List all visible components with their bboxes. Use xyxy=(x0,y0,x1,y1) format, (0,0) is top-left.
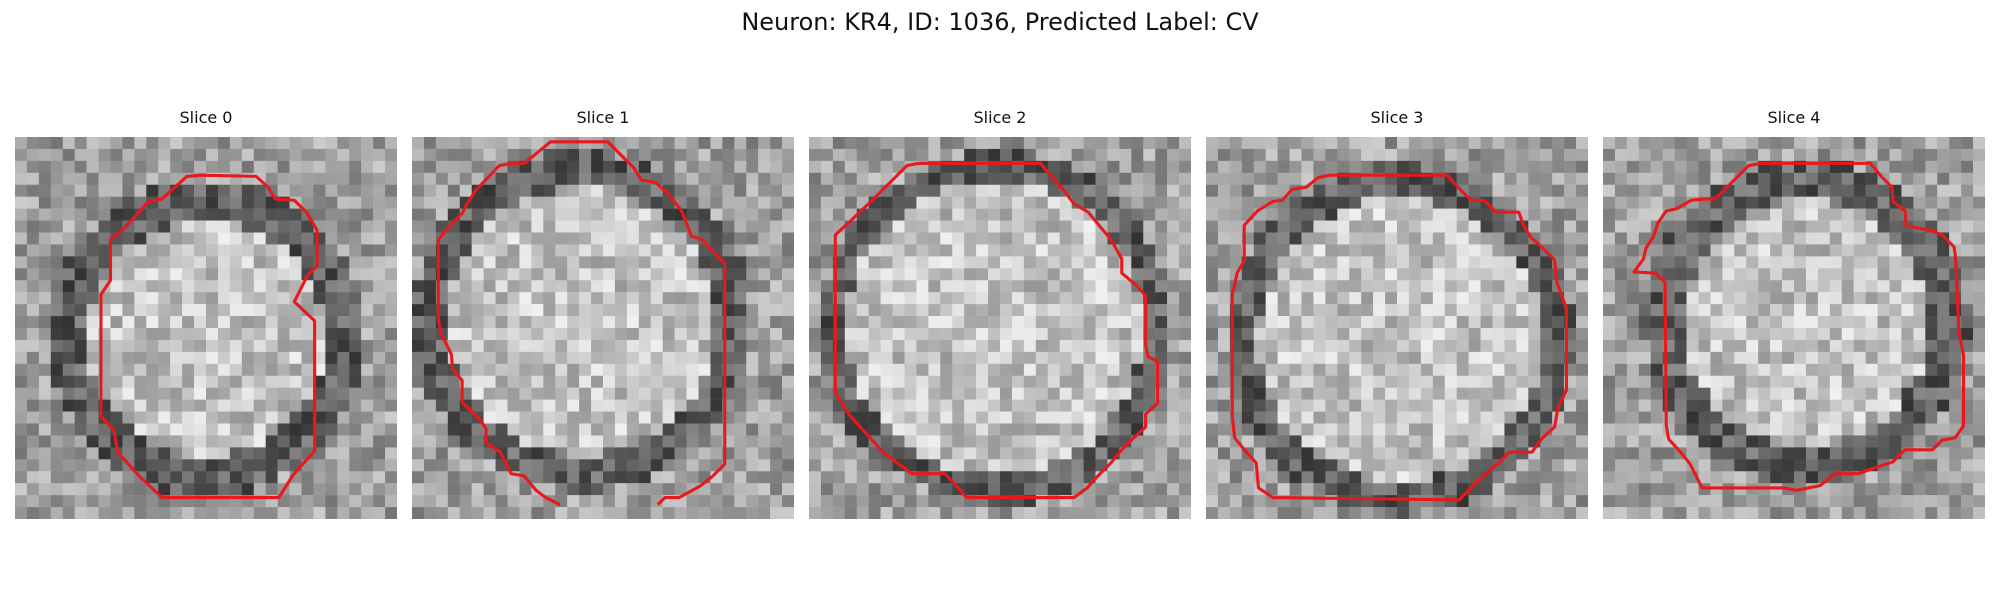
slice-image-1 xyxy=(412,137,794,519)
slice-title-2: Slice 2 xyxy=(809,108,1191,128)
slice-panel-1: Slice 1 xyxy=(412,108,794,519)
slice-panel-0: Slice 0 xyxy=(15,108,397,519)
grayscale-slice-2 xyxy=(809,137,1191,519)
slice-title-4: Slice 4 xyxy=(1603,108,1985,128)
slice-title-1: Slice 1 xyxy=(412,108,794,128)
slice-image-0 xyxy=(15,137,397,519)
grayscale-slice-0 xyxy=(15,137,397,519)
slice-panel-3: Slice 3 xyxy=(1206,108,1588,519)
slice-panel-4: Slice 4 xyxy=(1603,108,1985,519)
grayscale-slice-4 xyxy=(1603,137,1985,519)
slice-image-2 xyxy=(809,137,1191,519)
slice-image-3 xyxy=(1206,137,1588,519)
slice-title-3: Slice 3 xyxy=(1206,108,1588,128)
slice-panel-2: Slice 2 xyxy=(809,108,1191,519)
figure-title: Neuron: KR4, ID: 1036, Predicted Label: … xyxy=(0,7,2000,37)
grayscale-slice-1 xyxy=(412,137,794,519)
slice-title-0: Slice 0 xyxy=(15,108,397,128)
slice-image-4 xyxy=(1603,137,1985,519)
grayscale-slice-3 xyxy=(1206,137,1588,519)
